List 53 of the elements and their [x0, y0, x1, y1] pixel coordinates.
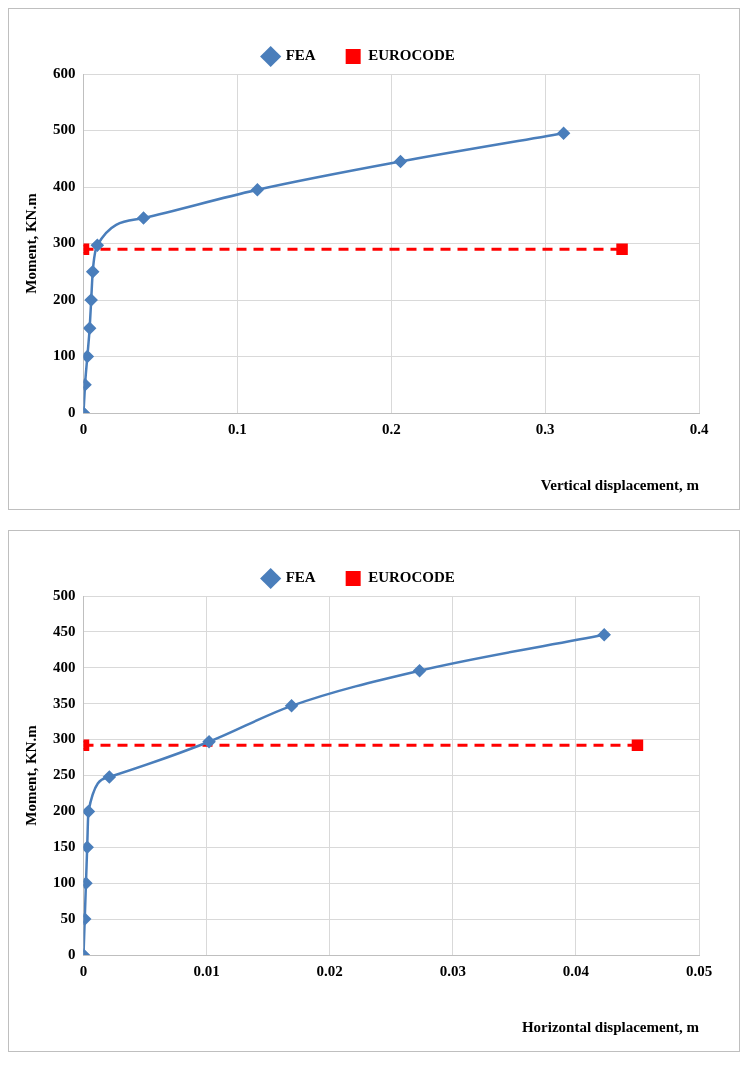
point [413, 664, 426, 677]
y-tick-label: 400 [53, 658, 76, 675]
x-tick-label: 0.04 [562, 962, 590, 979]
legend-label: EUROCODE [368, 569, 455, 586]
x-tick-label: 0.1 [228, 420, 247, 437]
point [103, 770, 116, 784]
x-tick-label: 0.4 [689, 420, 709, 437]
y-tick-label: 350 [53, 694, 76, 711]
point [83, 350, 94, 363]
y-tick-label: 300 [53, 234, 76, 251]
point [251, 183, 264, 197]
x-axis-title: Horizontal displacement, m [521, 1018, 700, 1035]
point [394, 155, 407, 168]
point [597, 628, 611, 642]
y-tick-label: 200 [53, 290, 76, 307]
y-tick-label: 400 [53, 177, 76, 194]
x-tick-label: 0.2 [381, 420, 401, 437]
y-tick-label: 100 [53, 347, 76, 364]
y-axis-title: Moment, KN.m [22, 192, 39, 294]
x-axis-title: Vertical displacement, m [540, 476, 700, 493]
y-tick-label: 100 [53, 874, 76, 891]
point [83, 805, 95, 818]
y-tick-label: 200 [53, 802, 76, 819]
y-tick-label: 0 [68, 403, 76, 420]
point [557, 127, 570, 140]
legend-label: EUROCODE [368, 47, 455, 64]
y-tick-label: 500 [53, 586, 76, 603]
x-tick-label: 0 [79, 962, 88, 979]
point [83, 322, 96, 335]
y-tick-label: 250 [53, 766, 76, 783]
x-tick-label: 0 [79, 420, 88, 437]
point [137, 211, 150, 225]
x-tick-label: 0.05 [685, 962, 713, 979]
point [91, 238, 104, 252]
x-tick-label: 0.3 [535, 420, 555, 437]
y-tick-label: 450 [53, 622, 76, 639]
y-tick-label: 150 [53, 838, 76, 855]
point [202, 735, 216, 748]
y-tick-label: 0 [68, 945, 76, 962]
point [86, 265, 99, 278]
x-tick-label: 0.03 [439, 962, 466, 979]
y-tick-label: 600 [53, 64, 76, 81]
x-tick-label: 0.02 [316, 962, 343, 979]
legend-label: FEA [285, 569, 316, 586]
legend-label: FEA [285, 47, 316, 64]
y-tick-label: 500 [53, 121, 76, 138]
x-tick-label: 0.01 [193, 962, 220, 979]
y-axis-title: Moment, KN.m [22, 724, 39, 826]
y-tick-label: 300 [53, 730, 76, 747]
point [83, 841, 94, 854]
point [285, 699, 298, 713]
point [84, 293, 98, 307]
y-tick-label: 50 [60, 909, 76, 926]
